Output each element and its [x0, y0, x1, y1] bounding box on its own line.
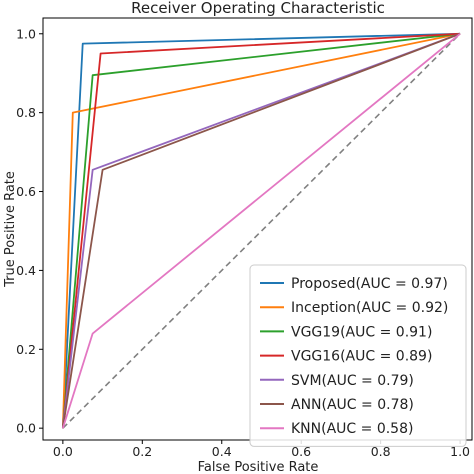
- legend-box: [249, 264, 467, 447]
- legend-label-5: ANN(AUC = 0.78): [291, 397, 414, 413]
- legend-label-0: Proposed(AUC = 0.97): [291, 276, 448, 292]
- legend-label-3: VGG16(AUC = 0.89): [291, 349, 432, 365]
- x-tick-label-5: 1.0: [450, 444, 470, 459]
- x-tick-label-3: 0.6: [291, 444, 311, 459]
- plot-area: [61, 32, 461, 429]
- y-tick-label-0: 0.0: [16, 421, 36, 436]
- series-line-1: [61, 32, 461, 429]
- legend: Proposed(AUC = 0.97) Inception(AUC = 0.92…: [249, 264, 467, 447]
- series-line-6: [62, 33, 461, 429]
- series-line-0: [61, 32, 461, 429]
- axes: 0.0 0.2 0.4 0.6 0.8 1.0 0.0 0.2 0.4 0.6 0.8 1.0: [16, 17, 473, 459]
- legend-label-1: Inception(AUC = 0.92): [291, 300, 448, 316]
- y-tick-label-5: 1.0: [16, 26, 36, 41]
- y-tick-label-3: 0.6: [16, 184, 36, 199]
- x-axis-label: False Positive Rate: [198, 460, 319, 474]
- diagonal-reference-line: [62, 33, 461, 429]
- series-line-4: [61, 32, 461, 429]
- x-tick-label-1: 0.2: [132, 444, 152, 459]
- legend-label-2: VGG19(AUC = 0.91): [291, 324, 432, 340]
- series-line-3: [61, 32, 461, 429]
- y-tick-label-4: 0.8: [16, 105, 36, 120]
- chart-title: Receiver Operating Characteristic: [131, 0, 385, 17]
- legend-label-6: KNN(AUC = 0.58): [291, 421, 413, 437]
- y-axis-label: True Positive Rate: [3, 171, 18, 288]
- y-tick-label-1: 0.2: [16, 342, 36, 357]
- x-tick-label-2: 0.4: [212, 444, 232, 459]
- x-tick-label-0: 0.0: [53, 444, 73, 459]
- legend-label-4: SVM(AUC = 0.79): [291, 373, 414, 389]
- y-tick-label-2: 0.4: [16, 263, 36, 278]
- series-line-2: [61, 32, 461, 429]
- series-line-5: [61, 32, 461, 429]
- x-tick-label-4: 0.8: [371, 444, 391, 459]
